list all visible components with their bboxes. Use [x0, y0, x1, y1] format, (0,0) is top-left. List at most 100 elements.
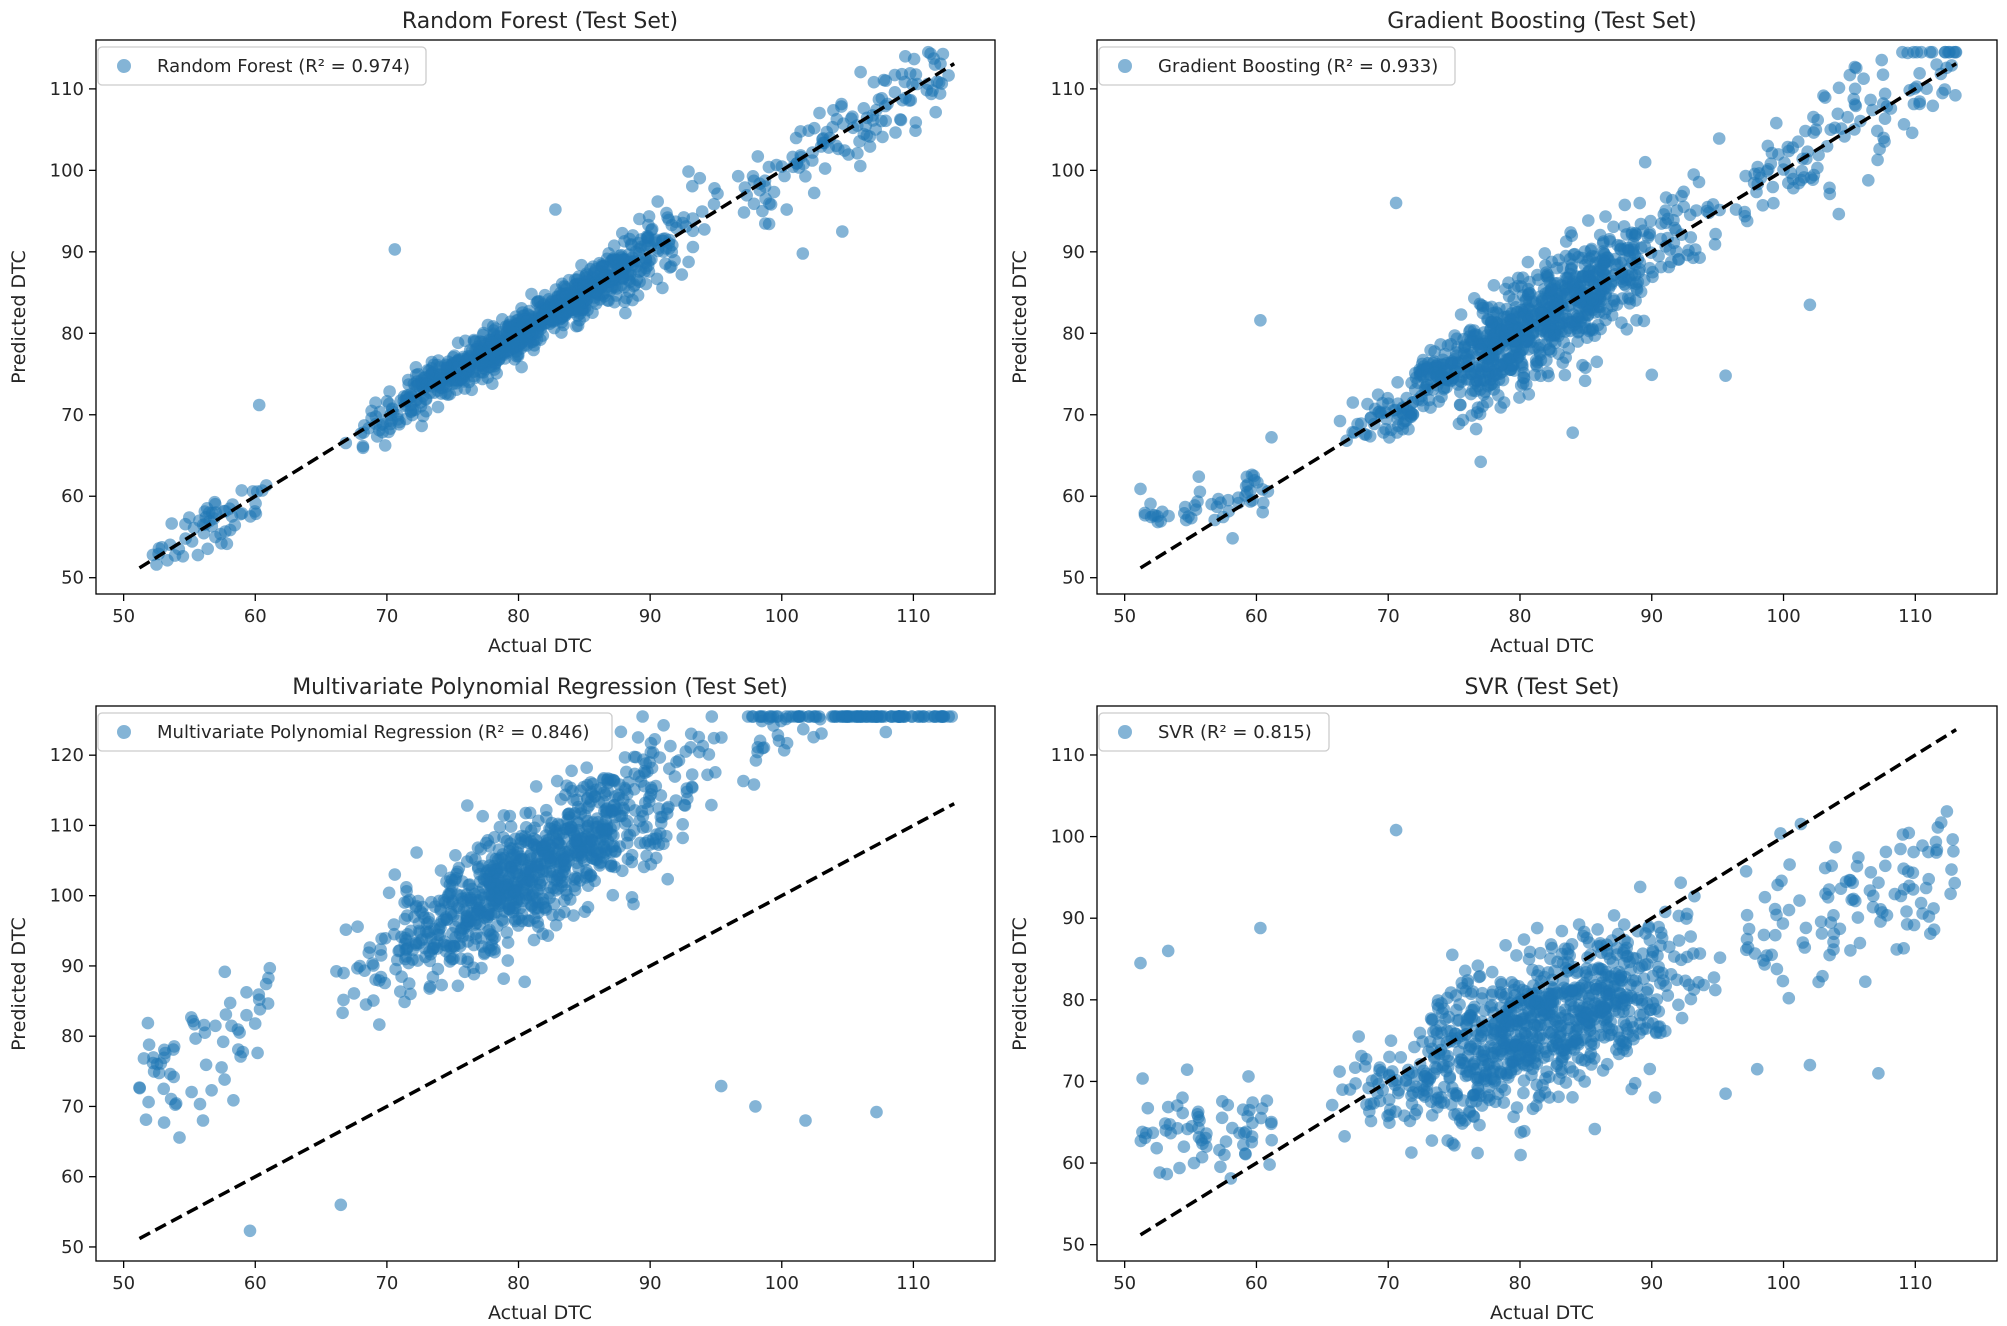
scatter-point [449, 849, 462, 862]
y-tick-label: 80 [61, 323, 84, 344]
scatter-point [1547, 311, 1560, 325]
scatter-point [479, 836, 493, 850]
scatter-point [818, 162, 832, 175]
scatter-point [559, 788, 572, 802]
scatter-point [472, 885, 485, 899]
scatter-point [1712, 132, 1726, 145]
scatter-point [1645, 368, 1659, 382]
scatter-point [619, 306, 632, 320]
scatter-point [924, 47, 937, 60]
scatter-point [684, 727, 698, 741]
scatter-point [1439, 1012, 1452, 1026]
scatter-point [749, 1100, 762, 1113]
scatter-point [540, 836, 554, 850]
y-tick-label: 80 [1062, 323, 1085, 344]
scatter-point [705, 710, 719, 723]
scatter-point [930, 75, 944, 88]
scatter-point [1786, 172, 1800, 186]
scatter-point [1947, 845, 1960, 858]
scatter-point [620, 765, 633, 779]
scatter-point [1161, 1100, 1175, 1114]
scatter-point [1489, 1024, 1502, 1038]
scatter-point [388, 243, 402, 256]
scatter-point [1365, 1074, 1379, 1088]
scatter-point [198, 1026, 212, 1039]
scatter-point [1643, 1062, 1657, 1076]
x-tick-label: 70 [1377, 1273, 1400, 1294]
scatter-point [1878, 112, 1892, 125]
scatter-point [249, 507, 263, 521]
scatter-point [796, 247, 810, 260]
scatter-point [252, 993, 266, 1006]
scatter-point [1140, 1126, 1153, 1140]
scatter-point [486, 929, 499, 942]
scatter-point [1475, 1049, 1489, 1062]
scatter-point [502, 900, 516, 913]
scatter-point [215, 1061, 228, 1074]
scatter-point [668, 770, 682, 783]
scatter-point [1569, 1024, 1583, 1037]
chart-title: Multivariate Polynomial Regression (Test… [292, 675, 788, 700]
scatter-point [779, 712, 793, 726]
scatter-point [686, 240, 700, 254]
scatter-point [672, 754, 686, 767]
scatter-point [401, 895, 414, 908]
scatter-point [1494, 988, 1508, 1001]
scatter-point [863, 140, 877, 153]
scatter-point [693, 171, 707, 185]
scatter-point [1620, 941, 1633, 955]
scatter-point [1872, 876, 1885, 889]
scatter-point [651, 195, 664, 208]
scatter-point [1927, 923, 1941, 936]
scatter-point [1636, 947, 1650, 960]
scatter-point [443, 955, 457, 968]
scatter-point [1537, 1051, 1551, 1064]
scatter-point [851, 710, 864, 723]
scatter-point [399, 952, 412, 966]
scatter-point [1832, 81, 1846, 95]
scatter-point [1680, 912, 1693, 925]
scatter-point [708, 182, 721, 195]
scatter-point [1485, 316, 1498, 329]
scatter-point [599, 843, 613, 857]
scatter-point [553, 908, 566, 922]
scatter-point [406, 403, 420, 417]
scatter-point [920, 83, 934, 97]
scatter-point [695, 205, 709, 218]
scatter-point [356, 441, 370, 455]
x-tick-label: 60 [244, 606, 267, 627]
scatter-point [193, 1097, 207, 1111]
scatter-point [183, 511, 196, 524]
scatter-point [218, 965, 232, 979]
scatter-point [767, 185, 781, 199]
scatter-point [618, 817, 632, 830]
scatter-point [707, 197, 721, 211]
scatter-point [933, 87, 947, 100]
scatter-point [168, 549, 182, 562]
scatter-point [1226, 532, 1239, 545]
scatter-point [1662, 260, 1676, 274]
scatter-point [421, 364, 434, 377]
scatter-point [1907, 845, 1920, 859]
scatter-point [1513, 348, 1527, 362]
scatter-point [394, 985, 407, 998]
scatter-point [147, 1051, 160, 1064]
scatter-point [1871, 153, 1884, 167]
scatter-point [1558, 368, 1572, 382]
scatter-point [1758, 890, 1772, 904]
scatter-point [1346, 396, 1360, 409]
scatter-point [1875, 53, 1888, 67]
scatter-point [461, 952, 475, 966]
y-tick-label: 50 [61, 568, 84, 589]
scatter-point [1809, 123, 1823, 136]
scatter-point [1481, 301, 1494, 315]
scatter-point [501, 936, 515, 949]
scatter-point [1708, 238, 1722, 251]
scatter-point [1548, 964, 1561, 978]
scatter-point [1530, 1030, 1544, 1044]
scatter-point [1770, 116, 1783, 130]
scatter-point [1930, 58, 1943, 71]
scatter-point [657, 719, 670, 732]
scatter-point [1474, 455, 1487, 469]
scatter-point [1529, 357, 1543, 371]
